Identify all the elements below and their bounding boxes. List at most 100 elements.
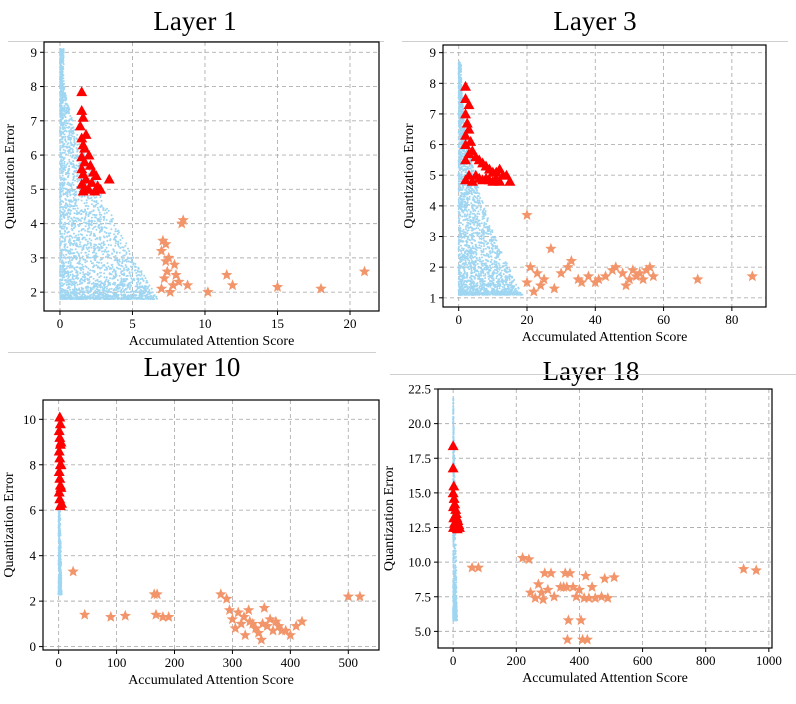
- cloud-point: [86, 248, 89, 251]
- cloud-point: [123, 284, 126, 287]
- cloud-point: [91, 219, 94, 222]
- cloud-point: [59, 122, 62, 125]
- cloud-point: [462, 184, 465, 187]
- cloud-point: [114, 230, 117, 233]
- cloud-point: [477, 291, 479, 294]
- y-tick-label: 5: [31, 182, 38, 197]
- cloud-point: [70, 131, 73, 134]
- cloud-point: [467, 246, 470, 249]
- y-tick-label: 8: [31, 79, 38, 94]
- cloud-point: [505, 262, 508, 265]
- cloud-point: [484, 210, 487, 212]
- cloud-point: [63, 214, 65, 217]
- cloud-point: [63, 217, 66, 219]
- cloud-point: [60, 253, 63, 256]
- cloud-point: [84, 225, 87, 228]
- cloud-point: [70, 134, 73, 137]
- cloud-point: [65, 281, 68, 284]
- cloud-point: [100, 266, 103, 269]
- cloud-point: [475, 207, 478, 210]
- cloud-point: [61, 262, 64, 264]
- cloud-point: [513, 278, 516, 281]
- cloud-point: [466, 263, 469, 266]
- cloud-point: [457, 183, 460, 186]
- cloud-point: [96, 266, 99, 269]
- cloud-point: [462, 255, 465, 258]
- cloud-point: [457, 67, 460, 70]
- cloud-point: [122, 254, 125, 257]
- cloud-point: [148, 289, 151, 292]
- cloud-point: [458, 207, 461, 210]
- cloud-point: [102, 209, 105, 211]
- cloud-point: [65, 226, 68, 229]
- star-point: [155, 245, 168, 256]
- cloud-point: [460, 111, 463, 114]
- high-attention-series: [155, 214, 371, 297]
- cloud-point: [146, 293, 149, 296]
- cloud-point: [503, 283, 506, 286]
- cloud-point: [102, 244, 105, 247]
- cloud-point: [60, 288, 63, 291]
- cloud-point: [462, 228, 465, 231]
- cloud-point: [458, 80, 461, 83]
- cloud-point: [64, 214, 67, 217]
- cloud-point: [82, 236, 85, 239]
- y-tick-label: 6: [31, 148, 38, 163]
- cloud-point: [76, 148, 79, 151]
- cloud-point: [494, 252, 497, 254]
- cloud-point: [131, 271, 134, 274]
- cloud-point: [75, 147, 78, 149]
- cloud-point: [503, 293, 505, 296]
- cloud-point: [65, 272, 68, 275]
- cloud-point: [145, 297, 148, 300]
- cloud-point: [92, 213, 95, 216]
- cloud-point: [84, 278, 86, 281]
- cloud-point: [73, 268, 76, 271]
- cloud-point: [100, 258, 103, 261]
- cloud-point: [73, 212, 76, 215]
- cloud-point: [78, 230, 80, 233]
- cloud-point: [128, 250, 131, 252]
- cloud-point: [59, 273, 62, 276]
- cloud-point: [129, 293, 132, 296]
- cloud-point: [115, 288, 118, 291]
- cloud-point: [66, 270, 69, 273]
- cloud-point: [68, 239, 71, 241]
- cloud-point: [463, 272, 466, 275]
- cloud-point: [478, 286, 481, 289]
- cloud-point: [75, 204, 78, 207]
- cloud-point: [120, 282, 123, 285]
- cloud-point: [74, 225, 77, 228]
- cloud-point: [120, 279, 123, 282]
- cloud-point: [82, 265, 85, 268]
- cloud-point: [463, 244, 466, 247]
- cloud-point: [73, 137, 76, 140]
- cloud-point: [472, 293, 475, 296]
- cloud-point: [461, 274, 464, 277]
- cloud-point: [98, 261, 100, 264]
- cloud-point: [462, 248, 465, 251]
- cloud-point: [69, 220, 71, 223]
- cloud-point: [78, 143, 81, 146]
- cloud-point: [102, 218, 105, 221]
- cloud-point: [69, 271, 72, 274]
- cloud-point: [504, 270, 507, 273]
- cloud-point: [86, 242, 89, 245]
- cloud-point: [124, 244, 127, 247]
- cloud-point: [130, 259, 133, 262]
- cloud-point: [478, 192, 481, 195]
- cloud-point: [477, 202, 480, 205]
- cloud-point: [96, 255, 99, 258]
- cloud-point: [458, 164, 461, 167]
- cloud-point: [59, 178, 62, 181]
- cloud-point: [69, 188, 71, 191]
- cloud-point: [123, 293, 126, 296]
- cloud-point: [71, 129, 74, 132]
- cloud-point: [121, 283, 124, 285]
- cloud-point: [494, 283, 497, 286]
- cloud-point: [66, 107, 69, 110]
- cloud-point: [123, 273, 126, 276]
- cloud-point: [495, 277, 498, 280]
- cloud-point: [502, 273, 505, 275]
- cloud-point: [489, 291, 492, 294]
